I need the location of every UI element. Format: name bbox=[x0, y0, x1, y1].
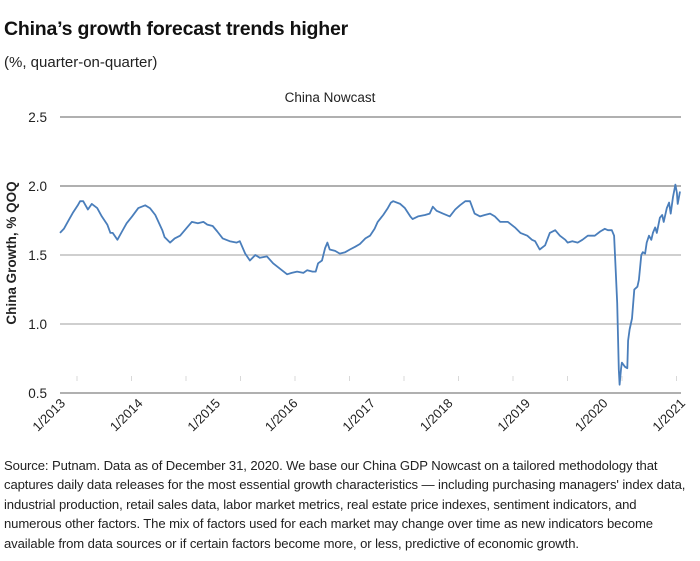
x-tick-label: 1/2018 bbox=[417, 396, 456, 435]
y-tick-label: 1.0 bbox=[28, 317, 47, 332]
line-chart: China Nowcast 2.52.01.51.00.5 1/2013 1/20… bbox=[4, 90, 688, 435]
x-tick-label: 1/2017 bbox=[339, 396, 378, 435]
chart-title: China’s growth forecast trends higher bbox=[4, 18, 349, 40]
x-tick-label: 1/2021 bbox=[649, 396, 688, 435]
y-tick-label: 2.0 bbox=[28, 179, 47, 194]
y-tick-label: 1.5 bbox=[28, 248, 47, 263]
x-tick-label: 1/2013 bbox=[29, 396, 68, 435]
x-tick-label: 1/2016 bbox=[262, 396, 301, 435]
chart-subtitle: (%, quarter-on-quarter) bbox=[4, 54, 158, 71]
x-tick-label: 1/2014 bbox=[107, 396, 146, 435]
y-tick-labels: 2.5 2.0 1.5 1.0 0.5 bbox=[28, 110, 47, 401]
y-tick-label: 2.5 bbox=[28, 110, 47, 125]
x-tick-label: 1/2020 bbox=[572, 396, 611, 435]
x-tick-labels: 1/2013 1/2014 1/2015 1/2016 1/2017 1/2018 1/20… bbox=[29, 396, 688, 435]
y-axis-label: China Growth, % QOQ bbox=[4, 181, 19, 324]
minor-ticks bbox=[76, 376, 677, 381]
source-footnote: Source: Putnam. Data as of December 31, … bbox=[4, 458, 686, 551]
gridlines bbox=[60, 116, 681, 394]
y-tick-label: 0.5 bbox=[28, 386, 47, 401]
series-line-china-nowcast bbox=[59, 183, 681, 386]
x-tick-label: 1/2015 bbox=[184, 396, 223, 435]
x-tick-label: 1/2019 bbox=[494, 396, 533, 435]
plot-title: China Nowcast bbox=[285, 90, 376, 105]
